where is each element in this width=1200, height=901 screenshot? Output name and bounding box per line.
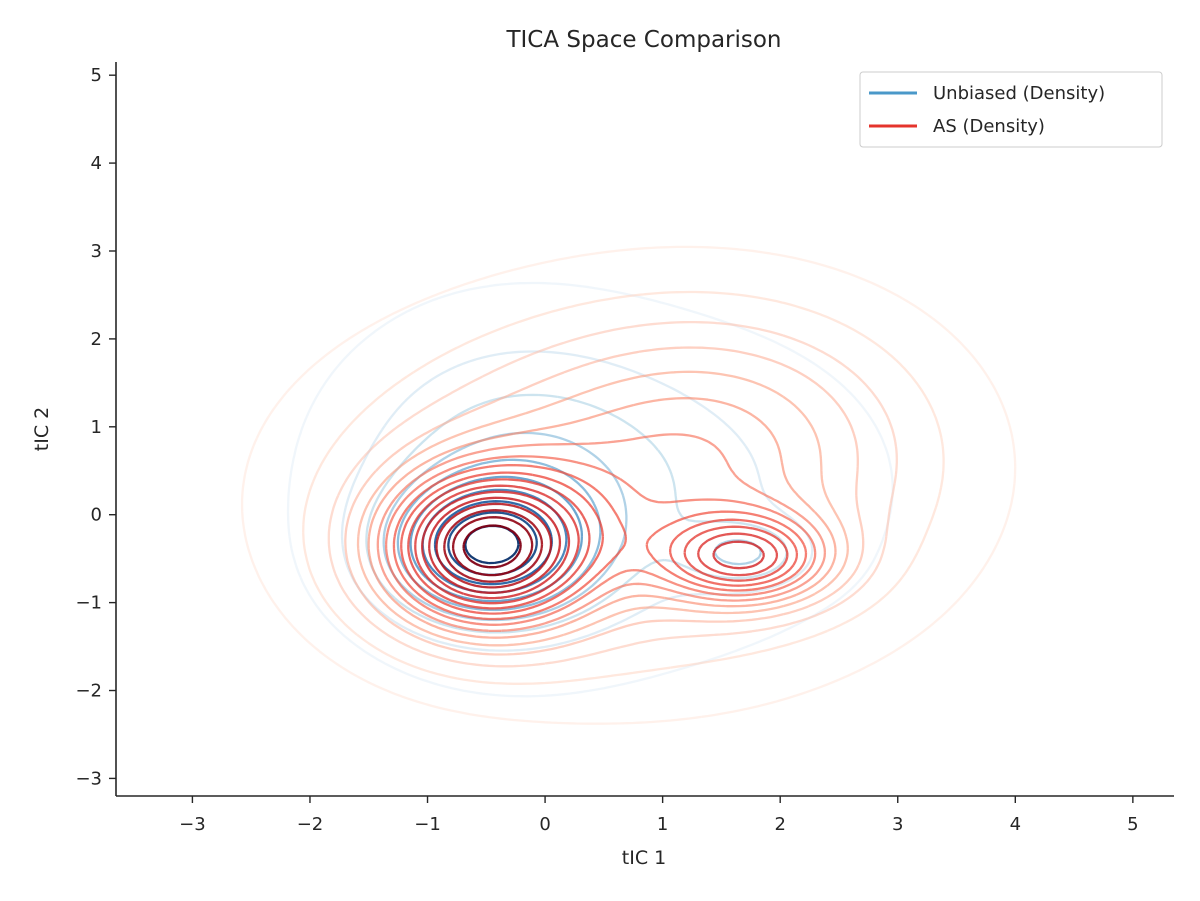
chart-title: TICA Space Comparison bbox=[505, 27, 781, 53]
as-density-contour bbox=[451, 516, 534, 577]
as-density-contour bbox=[421, 490, 765, 600]
as-density-contour bbox=[443, 509, 544, 583]
legend-box bbox=[859, 71, 1163, 148]
as-density-contour bbox=[392, 463, 808, 621]
as-density-contour bbox=[384, 455, 817, 626]
x-tick-label: −3 bbox=[179, 814, 206, 835]
x-tick-label: 5 bbox=[1127, 814, 1138, 835]
y-axis-label: tIC 2 bbox=[31, 407, 53, 451]
y-tick-label: 3 bbox=[91, 241, 102, 262]
as-density-contour bbox=[435, 502, 553, 589]
legend-label-as: AS (Density) bbox=[933, 116, 1045, 137]
x-tick-label: −2 bbox=[297, 814, 324, 835]
as-density-contour bbox=[428, 496, 562, 594]
y-ticks: −3 −2 −1 0 1 2 3 4 5 bbox=[75, 65, 116, 789]
as-density-contour bbox=[400, 471, 799, 615]
contour-plot bbox=[240, 245, 1017, 725]
x-tick-label: 2 bbox=[774, 814, 785, 835]
as-density-contour bbox=[367, 397, 837, 639]
as-density-contour bbox=[462, 524, 522, 569]
y-tick-label: 1 bbox=[91, 417, 102, 438]
y-tick-label: −2 bbox=[75, 681, 102, 702]
x-tick-label: 3 bbox=[892, 814, 903, 835]
as-density-contour bbox=[344, 346, 865, 656]
as-density-contour bbox=[376, 433, 827, 633]
as-density-contour bbox=[327, 320, 898, 668]
as-density-contour bbox=[240, 245, 1017, 725]
x-tick-label: −1 bbox=[414, 814, 441, 835]
as-density-contour bbox=[302, 290, 945, 685]
y-tick-label: 5 bbox=[91, 65, 102, 86]
y-tick-label: 2 bbox=[91, 329, 102, 350]
y-tick-label: 4 bbox=[91, 153, 102, 174]
as-density-contour bbox=[407, 478, 789, 610]
x-axis-label: tIC 1 bbox=[622, 847, 666, 869]
y-tick-label: −3 bbox=[75, 768, 102, 789]
x-tick-label: 0 bbox=[539, 814, 550, 835]
x-tick-label: 1 bbox=[657, 814, 668, 835]
as-density-contour bbox=[356, 370, 849, 647]
y-tick-label: −1 bbox=[75, 593, 102, 614]
as-density-contour bbox=[414, 484, 779, 605]
unbiased-density-contour bbox=[286, 281, 894, 698]
legend: Unbiased (Density) AS (Density) bbox=[859, 71, 1163, 148]
y-tick-label: 0 bbox=[91, 505, 102, 526]
x-tick-label: 4 bbox=[1010, 814, 1021, 835]
legend-label-unbiased: Unbiased (Density) bbox=[933, 83, 1105, 104]
x-ticks: −3 −2 −1 0 1 2 3 4 5 bbox=[179, 796, 1139, 835]
